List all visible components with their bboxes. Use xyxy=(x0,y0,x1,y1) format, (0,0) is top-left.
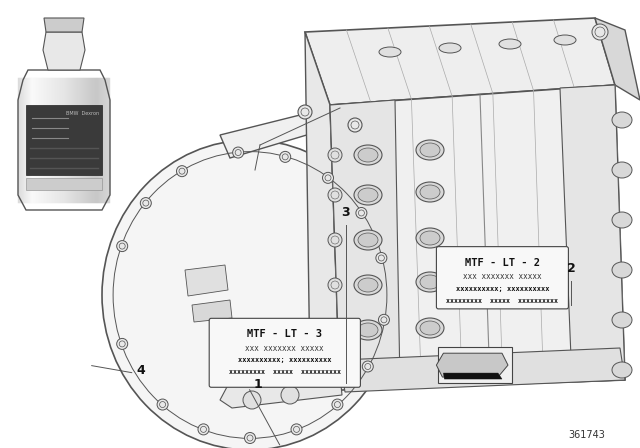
Text: MTF - LT - 2: MTF - LT - 2 xyxy=(465,258,540,267)
Ellipse shape xyxy=(612,262,632,278)
Circle shape xyxy=(328,148,342,162)
Polygon shape xyxy=(305,32,340,390)
Text: BMW  Dexron: BMW Dexron xyxy=(66,111,99,116)
Polygon shape xyxy=(220,105,400,158)
Circle shape xyxy=(328,323,342,337)
Text: xxxxxxxxx  xxxxx  xxxxxxxxxx: xxxxxxxxx xxxxx xxxxxxxxxx xyxy=(447,297,559,304)
Polygon shape xyxy=(26,105,102,175)
Polygon shape xyxy=(595,18,640,100)
Circle shape xyxy=(281,386,299,404)
Polygon shape xyxy=(436,353,508,377)
Ellipse shape xyxy=(416,182,444,202)
Polygon shape xyxy=(330,100,400,390)
Text: xxx xxxxxxx xxxxx: xxx xxxxxxx xxxxx xyxy=(246,344,324,353)
Ellipse shape xyxy=(102,140,398,448)
Text: xxx xxxxxxx xxxxx: xxx xxxxxxx xxxxx xyxy=(463,272,541,281)
Ellipse shape xyxy=(379,47,401,57)
Circle shape xyxy=(244,432,255,444)
Text: 1: 1 xyxy=(253,378,262,391)
Text: xxxxxxxxxx; xxxxxxxxxx: xxxxxxxxxx; xxxxxxxxxx xyxy=(238,358,332,363)
Ellipse shape xyxy=(612,162,632,178)
Circle shape xyxy=(298,105,312,119)
Ellipse shape xyxy=(354,230,382,250)
Circle shape xyxy=(157,399,168,410)
Ellipse shape xyxy=(358,233,378,247)
Text: xxxxxxxxx  xxxxx  xxxxxxxxxx: xxxxxxxxx xxxxx xxxxxxxxxx xyxy=(229,369,341,375)
FancyBboxPatch shape xyxy=(209,319,360,387)
Ellipse shape xyxy=(416,318,444,338)
Ellipse shape xyxy=(416,272,444,292)
Polygon shape xyxy=(185,265,228,296)
Ellipse shape xyxy=(354,145,382,165)
Circle shape xyxy=(378,314,389,325)
Circle shape xyxy=(233,147,244,158)
Circle shape xyxy=(328,233,342,247)
Polygon shape xyxy=(44,18,84,32)
Ellipse shape xyxy=(439,43,461,53)
Circle shape xyxy=(177,166,188,177)
Ellipse shape xyxy=(358,323,378,337)
Ellipse shape xyxy=(358,278,378,292)
Circle shape xyxy=(291,424,302,435)
Circle shape xyxy=(348,118,362,132)
Circle shape xyxy=(323,172,333,183)
Polygon shape xyxy=(43,32,85,70)
Polygon shape xyxy=(444,373,502,379)
Ellipse shape xyxy=(612,112,632,128)
Polygon shape xyxy=(305,18,615,105)
Ellipse shape xyxy=(354,185,382,205)
Ellipse shape xyxy=(416,228,444,248)
Ellipse shape xyxy=(612,362,632,378)
Polygon shape xyxy=(330,85,625,390)
Ellipse shape xyxy=(420,185,440,199)
Ellipse shape xyxy=(420,231,440,245)
Ellipse shape xyxy=(354,275,382,295)
Circle shape xyxy=(376,253,387,263)
Ellipse shape xyxy=(554,35,576,45)
Polygon shape xyxy=(340,348,625,392)
Ellipse shape xyxy=(420,275,440,289)
Text: 3: 3 xyxy=(341,206,350,219)
Circle shape xyxy=(328,278,342,292)
Polygon shape xyxy=(560,85,625,382)
Ellipse shape xyxy=(612,312,632,328)
Text: 2: 2 xyxy=(566,262,575,275)
Ellipse shape xyxy=(420,321,440,335)
Polygon shape xyxy=(220,375,342,408)
Ellipse shape xyxy=(612,212,632,228)
Circle shape xyxy=(356,207,367,219)
Ellipse shape xyxy=(358,148,378,162)
Circle shape xyxy=(140,198,151,209)
Ellipse shape xyxy=(358,188,378,202)
Text: MTF - LT - 3: MTF - LT - 3 xyxy=(247,329,323,339)
Text: xxxxxxxxxx; xxxxxxxxxx: xxxxxxxxxx; xxxxxxxxxx xyxy=(456,286,549,292)
Ellipse shape xyxy=(416,140,444,160)
Text: 4: 4 xyxy=(136,364,145,377)
Text: 361743: 361743 xyxy=(568,430,605,440)
Ellipse shape xyxy=(420,143,440,157)
Ellipse shape xyxy=(354,320,382,340)
Circle shape xyxy=(116,338,128,349)
Polygon shape xyxy=(26,178,102,190)
Circle shape xyxy=(280,151,291,162)
Ellipse shape xyxy=(499,39,521,49)
Circle shape xyxy=(243,391,261,409)
Polygon shape xyxy=(192,300,232,322)
Circle shape xyxy=(116,241,128,252)
Circle shape xyxy=(332,399,343,410)
Circle shape xyxy=(362,361,373,372)
Circle shape xyxy=(592,24,608,40)
Circle shape xyxy=(198,424,209,435)
Circle shape xyxy=(328,188,342,202)
Bar xyxy=(438,347,512,383)
FancyBboxPatch shape xyxy=(436,247,568,309)
